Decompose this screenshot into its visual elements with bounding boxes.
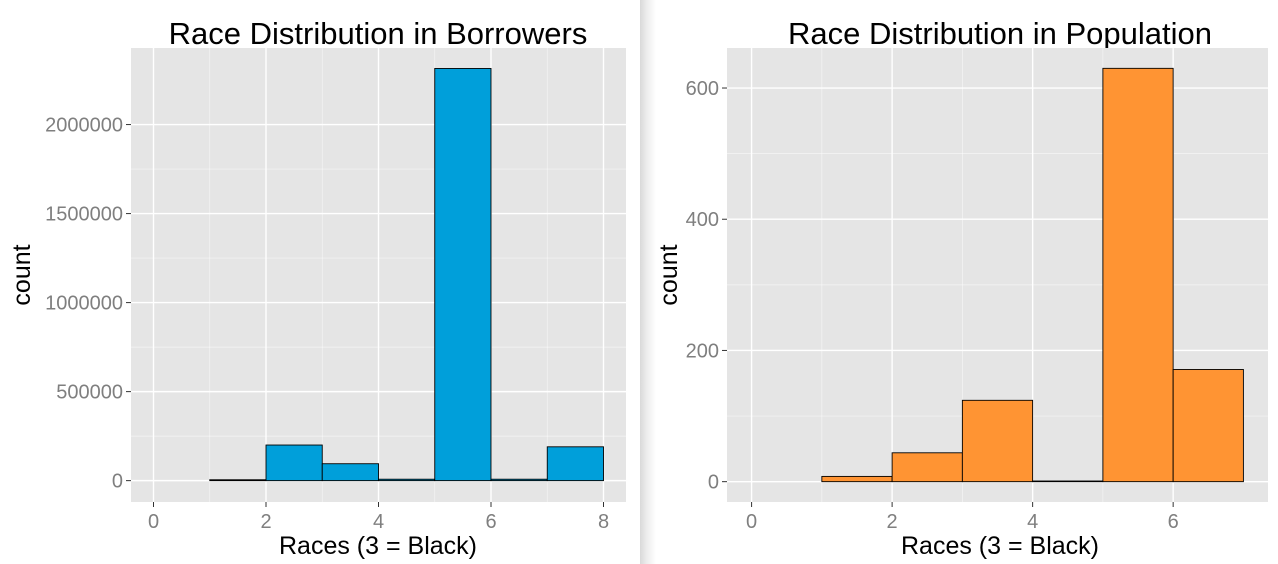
y-axis-ticks: 0 200 400 600 xyxy=(686,78,727,494)
histogram-bar xyxy=(821,475,893,483)
x-tick-label: 4 xyxy=(1027,511,1038,533)
histogram-bar xyxy=(1102,67,1174,483)
histogram-bar xyxy=(546,446,604,482)
population-histogram: Race Distribution in Population 0 200 400 6… xyxy=(655,16,1268,560)
panel-divider xyxy=(640,0,656,564)
y-tick-label: 400 xyxy=(686,209,719,231)
x-axis-title: Races (3 = Black) xyxy=(279,532,477,560)
y-tick-label: 500000 xyxy=(56,382,123,404)
x-tick-label: 6 xyxy=(1168,511,1179,533)
histogram-bars xyxy=(821,67,1244,483)
y-tick-label: 1000000 xyxy=(45,293,123,315)
x-axis-title: Races (3 = Black) xyxy=(901,532,1099,560)
x-tick-label: 8 xyxy=(598,511,609,533)
x-tick-label: 4 xyxy=(373,511,384,533)
y-axis-ticks: 0 500000 1000000 1500000 2000000 xyxy=(45,115,131,493)
borrowers-histogram: Race Distribution in Borrowers 0 500000 10… xyxy=(8,16,626,560)
y-tick-label: 0 xyxy=(708,472,719,494)
y-tick-label: 600 xyxy=(686,78,719,100)
x-tick-label: 0 xyxy=(746,511,757,533)
y-tick-label: 2000000 xyxy=(45,115,123,137)
histogram-bars xyxy=(209,68,604,482)
y-axis-title: count xyxy=(8,244,36,305)
x-tick-label: 2 xyxy=(260,511,271,533)
histogram-bar xyxy=(265,444,323,482)
chart-title: Race Distribution in Population xyxy=(788,16,1212,51)
histogram-bar xyxy=(1172,369,1244,483)
y-tick-label: 200 xyxy=(686,340,719,362)
histogram-bar xyxy=(891,452,963,483)
y-tick-label: 1500000 xyxy=(45,204,123,226)
histogram-bar xyxy=(378,478,436,482)
histogram-bar xyxy=(490,478,548,482)
x-tick-label: 0 xyxy=(148,511,159,533)
histogram-bar xyxy=(961,399,1034,483)
histogram-bar xyxy=(209,479,267,482)
histogram-bar xyxy=(434,68,492,482)
x-tick-label: 2 xyxy=(887,511,898,533)
chart-title: Race Distribution in Borrowers xyxy=(169,16,588,51)
x-axis-ticks: 0 2 4 6 xyxy=(746,502,1179,533)
x-tick-label: 6 xyxy=(485,511,496,533)
histogram-bar xyxy=(321,463,379,482)
histogram-bar xyxy=(1032,480,1104,483)
x-axis-ticks: 0 2 4 6 8 xyxy=(148,502,609,533)
y-axis-title: count xyxy=(655,244,683,305)
y-tick-label: 0 xyxy=(112,471,123,493)
